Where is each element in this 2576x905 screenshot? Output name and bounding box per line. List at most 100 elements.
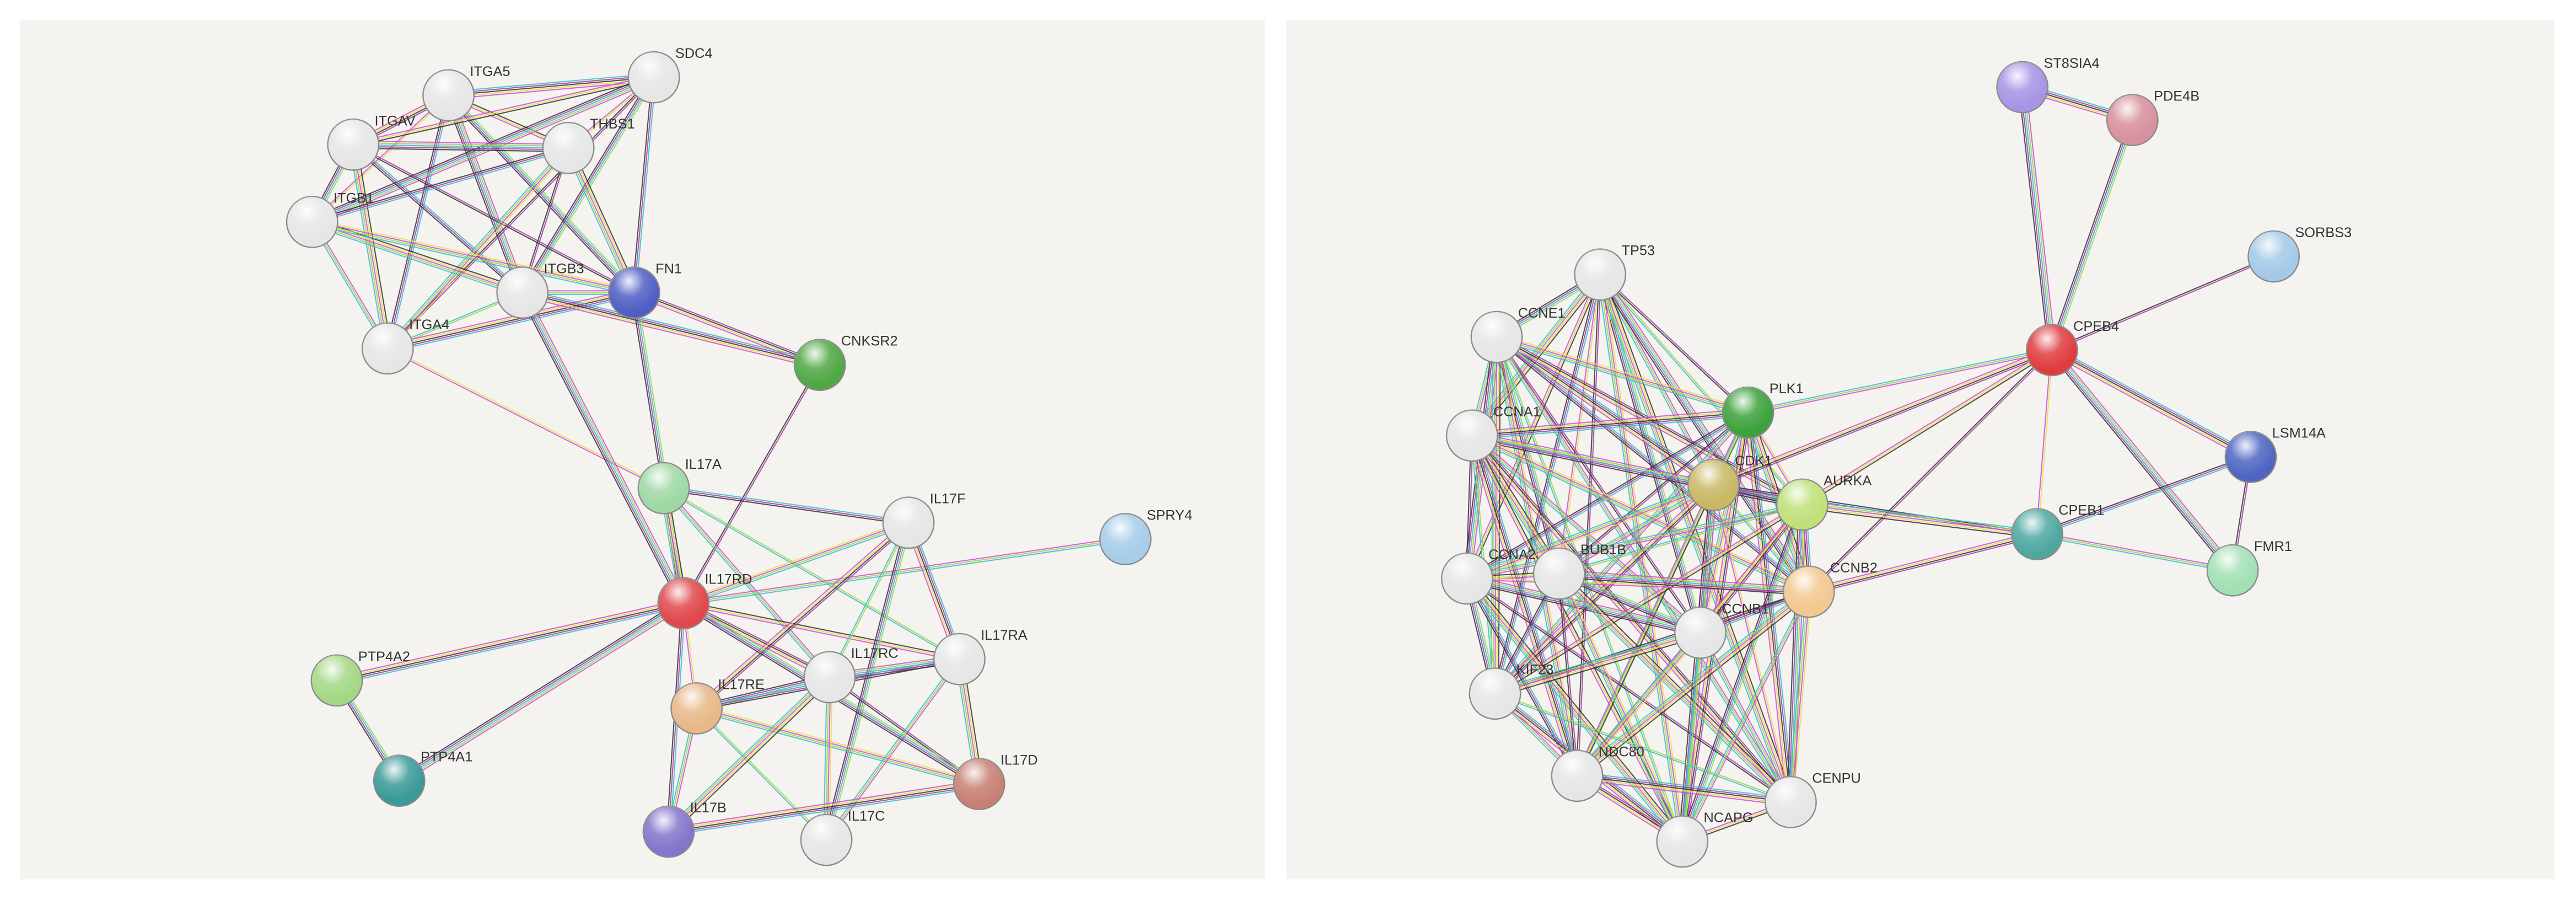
node-gloss — [1100, 513, 1151, 565]
node-gloss — [1574, 249, 1626, 300]
node-gloss — [1657, 816, 1708, 867]
edge — [1494, 504, 1803, 694]
edge — [1713, 349, 2052, 485]
edge — [311, 222, 634, 294]
node-gloss — [287, 196, 338, 248]
edge — [1557, 574, 1790, 804]
edge — [1471, 436, 1791, 804]
edge — [351, 145, 522, 294]
edge — [632, 77, 653, 293]
edge — [336, 602, 684, 681]
node-gloss — [2225, 431, 2277, 483]
edge — [1495, 692, 1792, 802]
edge — [310, 224, 521, 297]
edge — [1557, 574, 1682, 843]
edge — [353, 77, 654, 146]
edge — [1493, 629, 1700, 691]
edge — [1786, 504, 1799, 802]
edge — [449, 94, 525, 292]
edge — [1471, 410, 1748, 435]
edge — [1494, 632, 1701, 694]
node-gloss — [362, 323, 413, 374]
edge — [670, 679, 833, 835]
edge — [2037, 456, 2251, 535]
edge — [1497, 335, 1749, 413]
edge — [664, 485, 909, 522]
edge — [1575, 590, 1808, 775]
edge — [1680, 590, 1808, 841]
edge — [1467, 578, 1701, 634]
edge — [1466, 481, 1713, 577]
node-label: PTP4A2 — [358, 649, 410, 665]
node-gloss — [374, 755, 425, 806]
node-gloss — [1446, 410, 1498, 461]
edge — [1801, 506, 2037, 537]
edge — [313, 78, 655, 224]
edge — [695, 521, 908, 709]
edge — [521, 293, 820, 367]
edge — [828, 522, 908, 677]
edge — [387, 290, 634, 347]
edge — [827, 660, 961, 842]
edge — [1556, 574, 1681, 843]
edge — [669, 787, 980, 836]
edge — [1575, 631, 1701, 776]
edge — [682, 364, 820, 603]
edge — [2048, 352, 2230, 574]
edge — [1468, 577, 1579, 775]
node-gloss — [1777, 479, 1828, 531]
edge — [826, 658, 960, 840]
edge — [683, 602, 960, 660]
edge — [668, 780, 979, 829]
node-label: ITGA5 — [470, 64, 510, 79]
edge — [1558, 411, 1748, 574]
edge — [519, 76, 652, 292]
edge — [1497, 336, 1684, 842]
node-label: CPEB1 — [2058, 503, 2104, 518]
edge — [352, 144, 634, 294]
edge — [1681, 504, 1802, 842]
edge — [388, 148, 570, 350]
edge — [313, 80, 656, 226]
edge — [1575, 484, 1713, 775]
edge — [1466, 483, 1714, 579]
edge — [694, 520, 907, 707]
edge — [352, 144, 389, 349]
edge — [1496, 635, 1702, 698]
edge — [1700, 632, 1792, 802]
edge — [1496, 337, 1748, 414]
edge — [682, 520, 908, 602]
edge — [696, 709, 980, 786]
edge — [633, 77, 655, 293]
edge — [1803, 500, 2038, 532]
node-gloss — [628, 51, 680, 103]
edge — [2051, 349, 2251, 458]
edge — [1681, 485, 1714, 842]
edge — [568, 147, 635, 293]
edge — [1466, 580, 1701, 635]
edge — [1471, 436, 1802, 507]
node-label: SDC4 — [675, 46, 713, 61]
edge — [1599, 274, 1700, 634]
edge — [634, 291, 821, 365]
edge — [1749, 412, 1793, 802]
edge — [448, 95, 523, 293]
edge — [1578, 485, 1716, 777]
node-label: THBS1 — [590, 116, 635, 132]
edge — [336, 599, 683, 678]
node-label: ITGB3 — [544, 261, 584, 276]
edge — [1558, 573, 1792, 803]
edge — [1494, 694, 1791, 804]
node-gloss — [609, 267, 660, 318]
edge — [1467, 486, 1715, 582]
node-label: ITGB1 — [334, 190, 374, 206]
edge — [697, 523, 910, 710]
edge — [1497, 335, 1810, 591]
edge — [1701, 631, 1793, 802]
edge — [1465, 579, 1577, 777]
edge — [1808, 349, 2052, 592]
edge — [1467, 579, 1809, 593]
edge — [1466, 578, 1683, 842]
edge — [521, 295, 819, 370]
edge — [1578, 634, 1703, 778]
